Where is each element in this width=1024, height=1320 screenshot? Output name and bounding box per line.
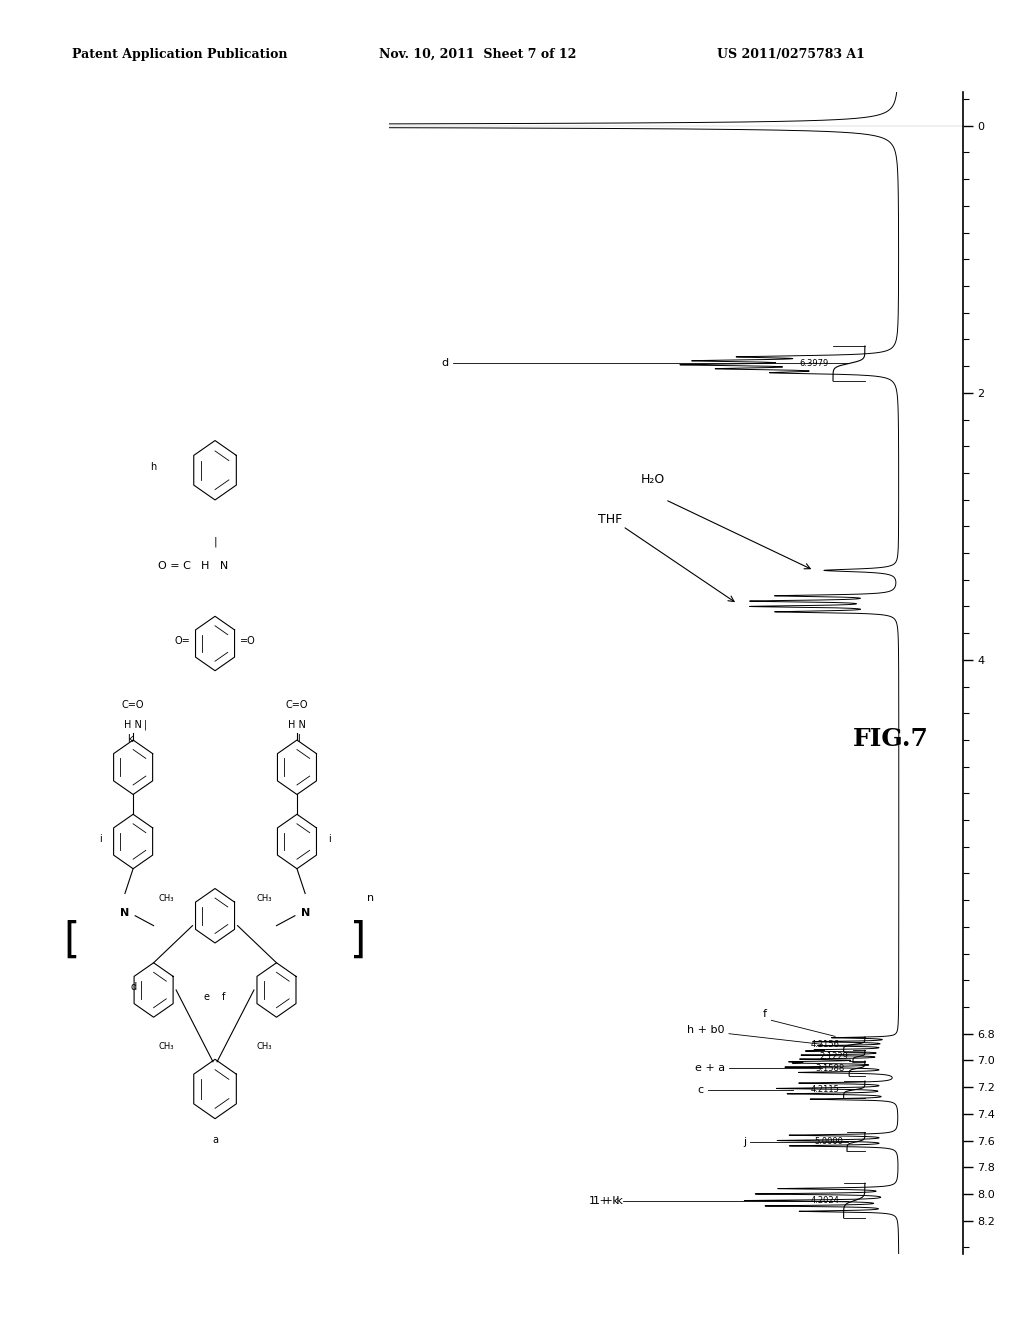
Text: N: N [120,908,130,917]
Text: f: f [763,1008,767,1019]
Text: 4.2156: 4.2156 [810,1040,840,1049]
Text: j: j [742,1137,745,1147]
Text: H N: H N [288,719,306,730]
Text: 2.1229: 2.1229 [820,1052,849,1061]
Text: |: | [213,536,217,546]
Text: 4.2115: 4.2115 [811,1085,840,1094]
Text: 3.1588: 3.1588 [816,1064,845,1073]
Text: O=: O= [174,635,190,645]
Text: i: i [99,833,101,843]
Text: |: | [143,719,147,730]
Text: 6.3979: 6.3979 [800,359,828,368]
Text: CH₃: CH₃ [256,894,272,903]
Text: H₂O: H₂O [640,473,665,486]
Text: d: d [130,982,136,993]
Text: a: a [212,1135,218,1146]
Text: Patent Application Publication: Patent Application Publication [72,48,287,61]
Text: 5.0000: 5.0000 [814,1138,843,1146]
Text: l: l [297,734,300,744]
Text: h: h [151,462,157,473]
Text: C=O: C=O [122,700,144,710]
Text: e: e [204,991,210,1002]
Text: h + b0: h + b0 [687,1024,725,1035]
Text: f: f [221,991,225,1002]
Text: CH₃: CH₃ [256,1043,272,1052]
Text: n: n [368,892,374,903]
Text: H   N: H N [202,561,228,572]
Text: e + a: e + a [694,1064,725,1073]
Text: Nov. 10, 2011  Sheet 7 of 12: Nov. 10, 2011 Sheet 7 of 12 [379,48,577,61]
Text: [: [ [63,920,80,961]
Text: =O: =O [240,635,256,645]
Text: O = C: O = C [158,561,190,572]
Text: C=O: C=O [286,700,308,710]
Text: FIG.7: FIG.7 [853,727,929,751]
Text: CH₃: CH₃ [158,1043,174,1052]
Text: US 2011/0275783 A1: US 2011/0275783 A1 [717,48,864,61]
Text: c: c [697,1085,703,1094]
Text: N: N [300,908,310,917]
Text: CH₃: CH₃ [158,894,174,903]
Text: i: i [329,833,331,843]
Text: THF: THF [598,513,623,525]
Text: 4.2024: 4.2024 [811,1196,840,1205]
Text: d: d [441,359,449,368]
Text: 1 + k: 1 + k [589,1196,618,1205]
Text: ]: ] [350,920,367,961]
Text: k: k [128,734,133,744]
Text: H N: H N [124,719,142,730]
Text: 1 + k: 1 + k [593,1196,623,1205]
